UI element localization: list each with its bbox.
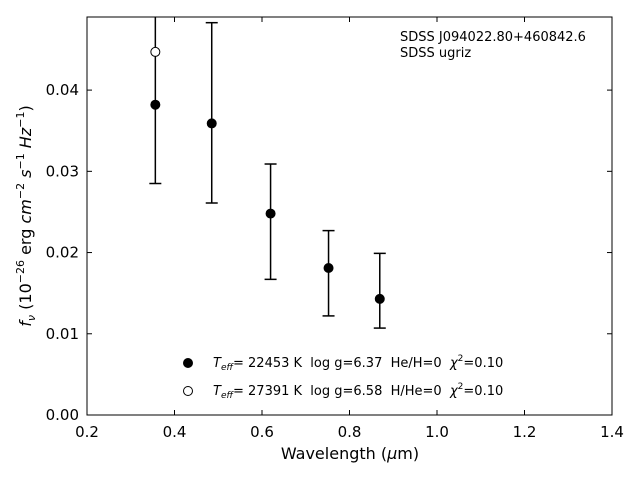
observed-point [150,99,161,110]
y-tick-label: 0.01 [46,325,79,343]
data-points [150,46,385,304]
y-axis-ticks: 0.00 0.01 0.02 0.03 0.04 [46,81,612,424]
x-axis-label: Wavelength (μm) [281,444,419,463]
x-tick-label: 0.4 [163,423,187,441]
legend-entry-2: Teff= 27391 K log g=6.58 H/He=0 χ2=0.10 [213,382,503,401]
x-tick-label: 0.6 [250,423,274,441]
error-bars [149,17,386,329]
legend-marker-filled [183,358,193,368]
annotation-filter-set: SDSS ugriz [400,46,471,61]
y-tick-label: 0.04 [46,81,79,99]
x-tick-label: 0.2 [75,423,99,441]
y-tick-label: 0.03 [46,162,79,180]
x-tick-label: 1.2 [513,423,537,441]
observed-point [323,262,334,273]
x-tick-label: 1.4 [600,423,624,441]
x-tick-label: 1.0 [425,423,449,441]
x-axis-ticks: 0.2 0.4 0.6 0.8 1.0 1.2 1.4 [75,17,624,441]
model-point-open [150,46,161,57]
observed-point [206,118,217,129]
x-tick-label: 0.8 [338,423,362,441]
annotation-object-name: SDSS J094022.80+460842.6 [400,30,586,45]
y-tick-label: 0.00 [46,406,79,424]
y-axis-label: fν (10−26 erg cm−2 s−1 Hz−1) [14,105,38,326]
y-tick-label: 0.02 [46,244,79,262]
observed-point [374,293,385,304]
legend-marker-open [183,386,193,396]
observed-point [265,208,276,219]
legend-entry-1: Teff= 22453 K log g=6.37 He/H=0 χ2=0.10 [213,354,503,373]
